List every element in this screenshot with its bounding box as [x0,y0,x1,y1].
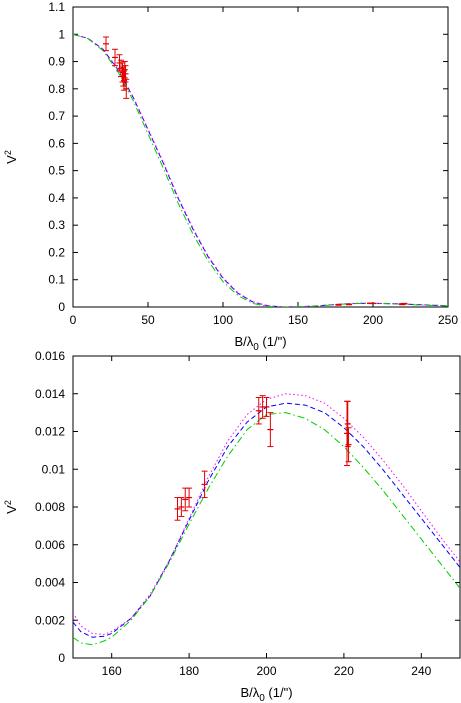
model-curve-dash-dot [73,33,448,307]
x-axis-label-unit: (1/") [265,685,293,700]
data-point [345,427,352,463]
plot-frame [72,6,449,308]
x-axis-label: B/λ0 (1/") [240,685,292,703]
y-tick-label: 0.5 [48,164,65,178]
y-tick-label: 0.7 [48,109,65,123]
y-axis-label: V2 [3,500,19,514]
y-tick-label: 0.3 [48,218,65,232]
data-point [267,412,274,448]
data-point [121,61,128,79]
x-axis-label-subscript: 0 [253,342,259,353]
y-tick-label: 0.016 [35,349,65,363]
x-tick-label: 220 [334,664,354,678]
y-tick-label: 0.2 [48,245,65,259]
data-point [186,487,193,508]
x-axis-label-main: B/λ [240,685,259,700]
y-tick-label: 0.008 [35,500,65,514]
y-axis-label-superscript: 2 [3,150,13,155]
y-tick-label: 0 [58,651,65,665]
x-tick-label: 100 [213,313,233,327]
y-axis-label-main: V [4,505,19,514]
x-tick-label: 200 [363,313,383,327]
x-tick-label: 50 [141,313,155,327]
bottom-panel: 160 180 200 220 240 0 0.002 0.004 0.006 0.008 0.01… [3,349,461,703]
y-tick-label: 0.4 [48,191,65,205]
y-tick-label: 0.012 [35,425,65,439]
data-point [343,400,350,466]
y-tick-label: 0.1 [48,273,65,287]
data-point [201,470,208,499]
y-tick-label: 0.002 [35,613,65,627]
x-tick-label: 200 [256,664,276,678]
data-point [344,400,351,448]
data-point [123,78,130,99]
x-tick-label: 250 [438,313,458,327]
data-point [112,48,118,67]
data-point [255,397,262,425]
x-axis-label-subscript: 0 [259,693,265,703]
x-tick-label: 240 [411,664,431,678]
x-tick-label: 0 [70,313,77,327]
top-panel: 0 50 100 150 200 250 0 0.1 0.2 0.3 0.4 0.5 0.6 0.7 0.8… [3,0,458,353]
x-axis-label: B/λ0 (1/") [234,334,286,353]
y-tick-label: 0.6 [48,136,65,150]
data-point [103,36,109,52]
y-tick-label: 0.014 [35,387,65,401]
y-tick-label: 1 [58,27,65,41]
x-tick-label: 150 [288,313,308,327]
data-point [174,497,181,521]
x-axis-label-main: B/λ [234,334,253,349]
y-tick-label: 0.8 [48,82,65,96]
model-curve-dashed [73,33,448,307]
y-axis-label-main: V [4,155,19,164]
y-tick-label: 0 [58,300,65,314]
x-tick-label: 180 [179,664,199,678]
model-curve-dash-dot [73,412,460,646]
y-tick-label: 0.006 [35,538,65,552]
y-axis-label: V2 [3,150,19,164]
model-curve-dotted [73,33,448,307]
data-point [335,303,342,306]
y-tick-label: 0.01 [42,462,66,476]
model-curve-dashed [73,402,460,638]
y-axis-label-superscript: 2 [3,500,13,505]
data-point [263,397,270,417]
model-curve-dotted [73,393,460,635]
y-tick-label: 1.1 [48,0,65,14]
x-axis-label-unit: (1/") [259,334,287,349]
y-tick-label: 0.004 [35,576,65,590]
y-tick-label: 0.9 [48,55,65,69]
data-point [178,497,185,517]
x-tick-label: 160 [102,664,122,678]
data-point [401,302,408,305]
